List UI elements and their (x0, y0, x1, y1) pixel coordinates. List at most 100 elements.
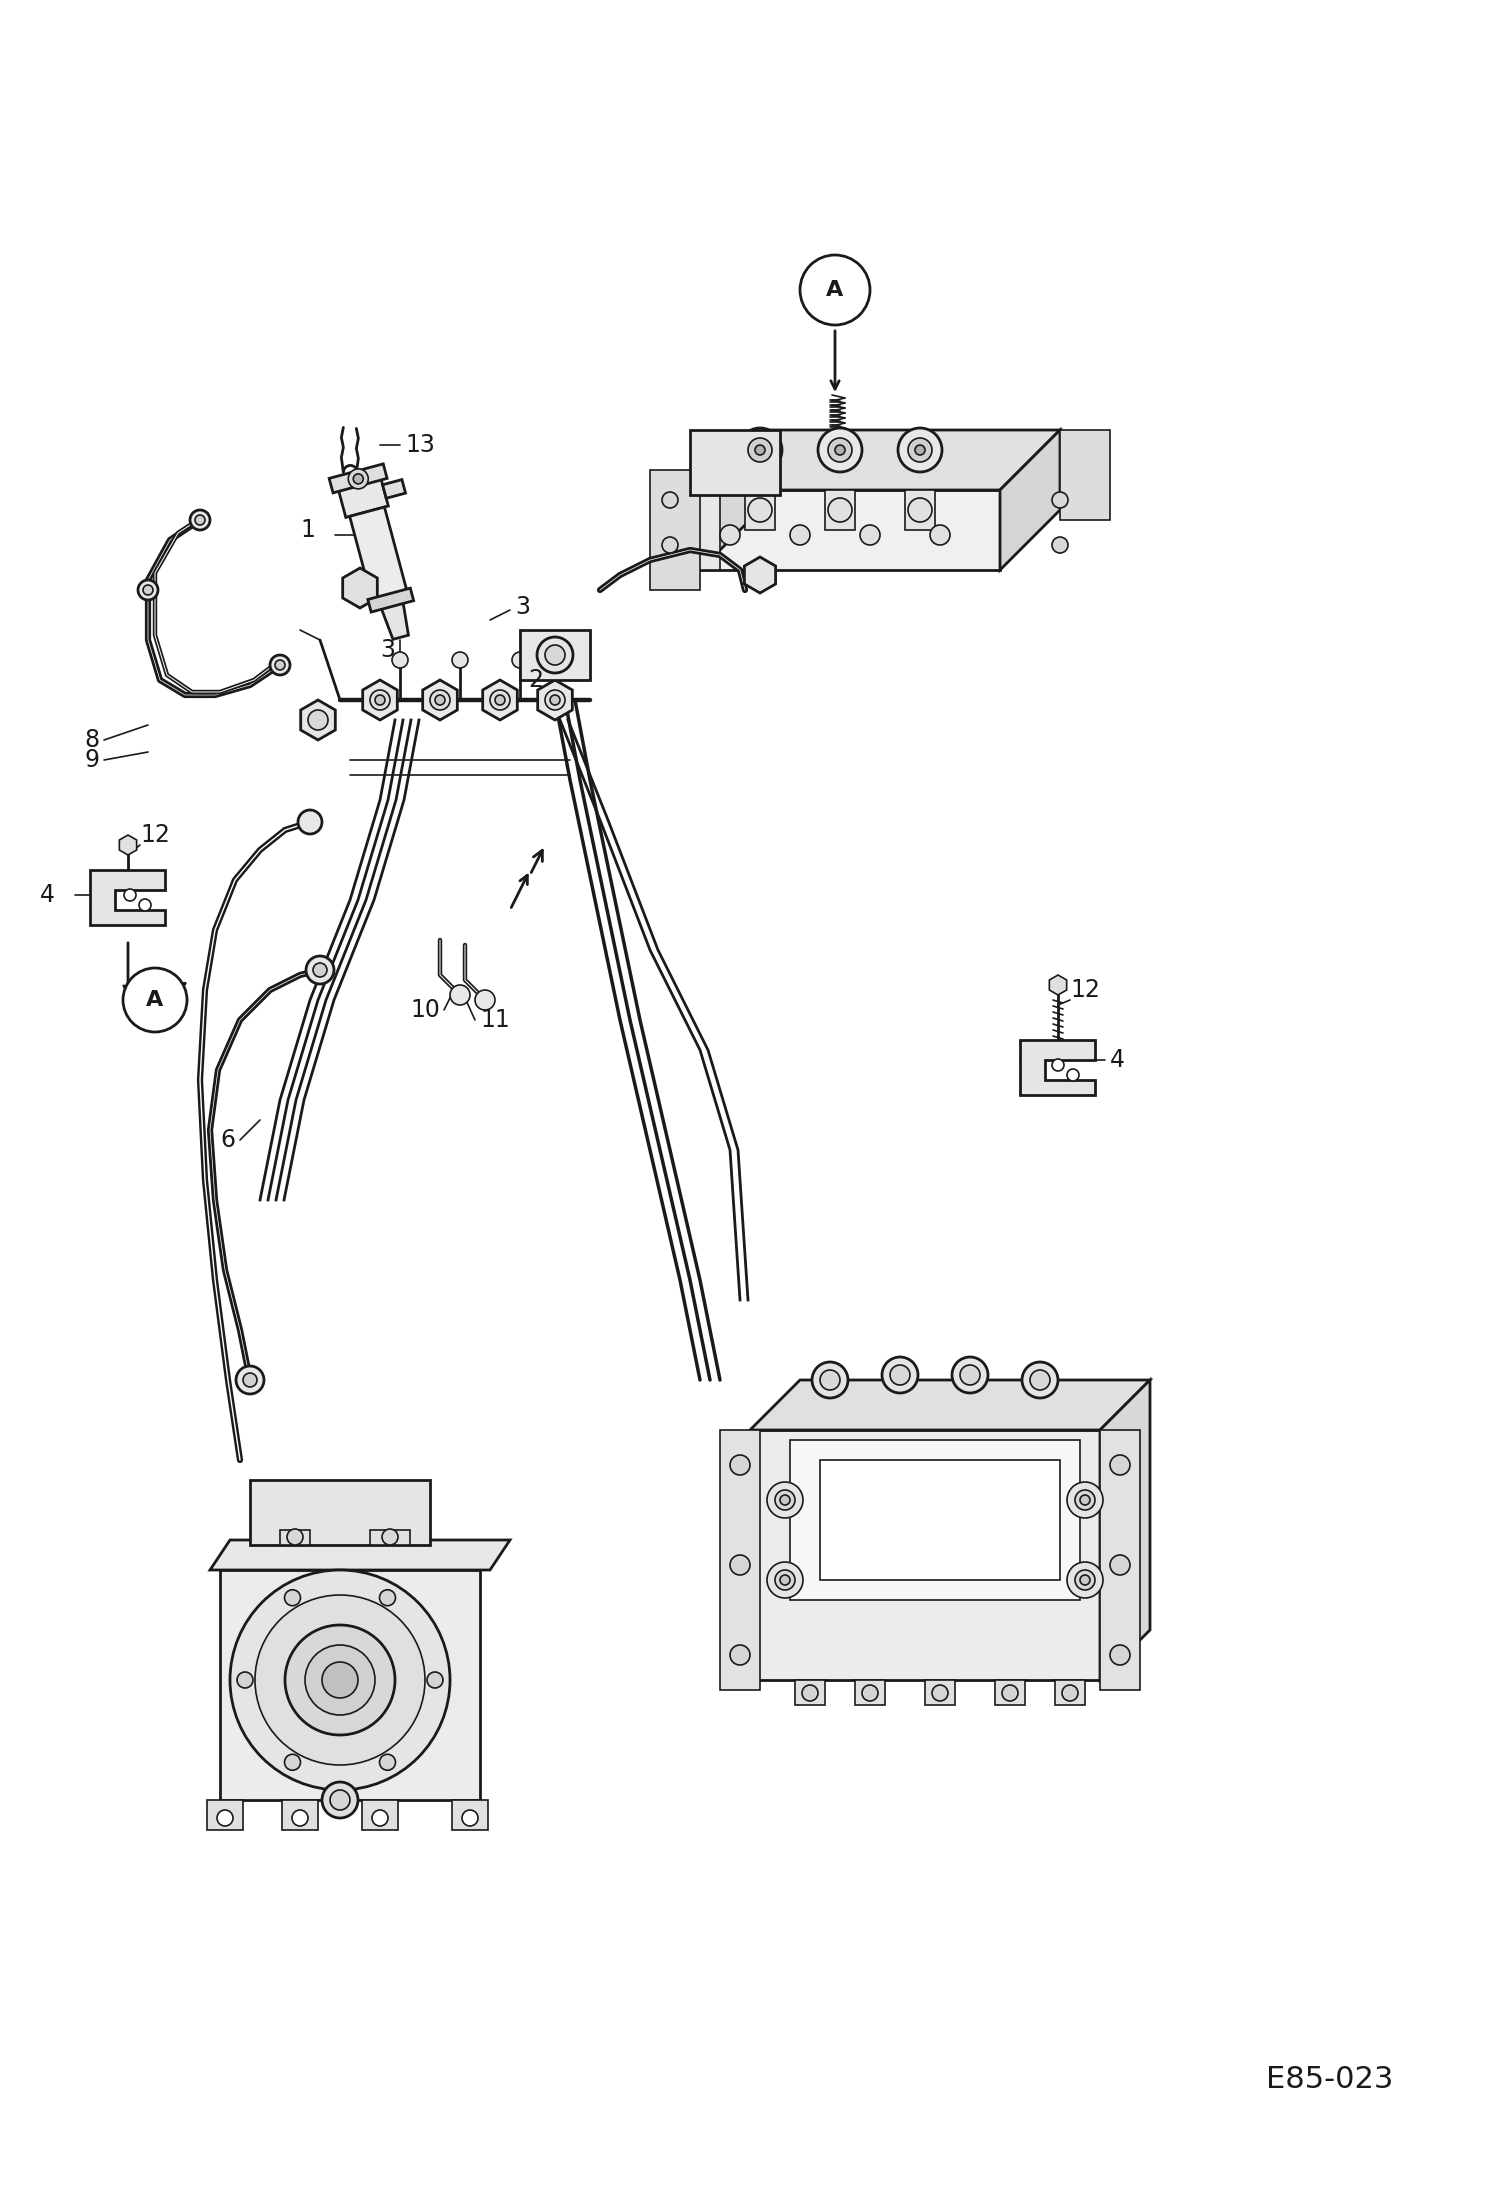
Circle shape (748, 439, 771, 463)
Polygon shape (650, 469, 700, 590)
Polygon shape (339, 478, 388, 518)
Circle shape (1110, 1555, 1129, 1575)
Polygon shape (379, 596, 409, 640)
Circle shape (1022, 1362, 1058, 1397)
Polygon shape (343, 568, 377, 607)
Polygon shape (670, 489, 721, 570)
Polygon shape (1100, 1430, 1140, 1691)
Polygon shape (482, 680, 517, 719)
Polygon shape (120, 836, 136, 855)
Circle shape (313, 963, 327, 978)
Polygon shape (280, 1531, 310, 1546)
Circle shape (449, 985, 470, 1004)
Circle shape (372, 1809, 388, 1827)
Circle shape (243, 1373, 258, 1386)
Circle shape (285, 1625, 395, 1735)
Circle shape (255, 1594, 425, 1765)
Bar (452, 1800, 488, 1829)
Polygon shape (363, 680, 397, 719)
Circle shape (828, 439, 852, 463)
Bar (924, 1680, 956, 1704)
Polygon shape (349, 507, 407, 603)
Circle shape (730, 1645, 750, 1664)
Circle shape (379, 1590, 395, 1605)
Polygon shape (721, 1430, 759, 1691)
Circle shape (124, 888, 136, 901)
Circle shape (748, 498, 771, 522)
Text: 13: 13 (404, 432, 434, 456)
Text: 8: 8 (85, 728, 100, 752)
Circle shape (800, 254, 870, 325)
Bar (1055, 1680, 1085, 1704)
Circle shape (932, 1684, 948, 1702)
Circle shape (123, 967, 187, 1033)
Circle shape (930, 524, 950, 546)
Text: 3: 3 (515, 594, 530, 618)
Polygon shape (1001, 430, 1061, 570)
Circle shape (306, 1645, 374, 1715)
Circle shape (860, 524, 879, 546)
Text: 4: 4 (40, 884, 55, 908)
Circle shape (789, 524, 810, 546)
Circle shape (774, 1570, 795, 1590)
Circle shape (452, 651, 467, 669)
Circle shape (812, 1362, 848, 1397)
Polygon shape (819, 1461, 1061, 1579)
Circle shape (237, 1671, 253, 1689)
Polygon shape (250, 1480, 430, 1546)
Circle shape (755, 445, 765, 454)
Circle shape (1110, 1454, 1129, 1476)
Circle shape (834, 445, 845, 454)
Bar (282, 1800, 318, 1829)
Polygon shape (330, 465, 386, 493)
Circle shape (285, 1590, 301, 1605)
Circle shape (1031, 1371, 1050, 1390)
Circle shape (322, 1662, 358, 1697)
Circle shape (536, 636, 574, 673)
Circle shape (908, 439, 932, 463)
Circle shape (960, 1364, 980, 1386)
Circle shape (270, 656, 291, 675)
Circle shape (780, 1496, 789, 1504)
Circle shape (545, 691, 565, 711)
Circle shape (512, 651, 527, 669)
Polygon shape (370, 1531, 410, 1546)
Polygon shape (1020, 1039, 1095, 1094)
Circle shape (890, 1364, 909, 1386)
Text: 12: 12 (1070, 978, 1100, 1002)
Bar (905, 489, 935, 531)
Circle shape (550, 695, 560, 704)
Circle shape (379, 1754, 395, 1770)
Circle shape (1076, 1570, 1095, 1590)
Circle shape (217, 1809, 234, 1827)
Polygon shape (1061, 430, 1110, 520)
Polygon shape (1100, 1379, 1150, 1680)
Text: A: A (147, 989, 163, 1011)
Polygon shape (382, 480, 406, 498)
Polygon shape (220, 1570, 479, 1800)
Polygon shape (301, 700, 336, 739)
Circle shape (908, 498, 932, 522)
Circle shape (1052, 537, 1068, 553)
Circle shape (490, 691, 509, 711)
Circle shape (309, 711, 328, 730)
Circle shape (953, 1357, 989, 1393)
Circle shape (915, 445, 924, 454)
Circle shape (1062, 1684, 1079, 1702)
Circle shape (882, 1357, 918, 1393)
Polygon shape (90, 871, 165, 925)
Circle shape (461, 1809, 478, 1827)
Circle shape (861, 1684, 878, 1702)
Polygon shape (750, 1379, 1150, 1430)
Circle shape (195, 515, 205, 524)
Circle shape (828, 498, 852, 522)
Circle shape (292, 1809, 309, 1827)
Polygon shape (520, 629, 590, 680)
Circle shape (374, 695, 385, 704)
Circle shape (801, 1684, 818, 1702)
Circle shape (190, 511, 210, 531)
Circle shape (392, 651, 407, 669)
Bar (825, 489, 855, 531)
Circle shape (819, 1371, 840, 1390)
Text: 1: 1 (300, 518, 315, 542)
